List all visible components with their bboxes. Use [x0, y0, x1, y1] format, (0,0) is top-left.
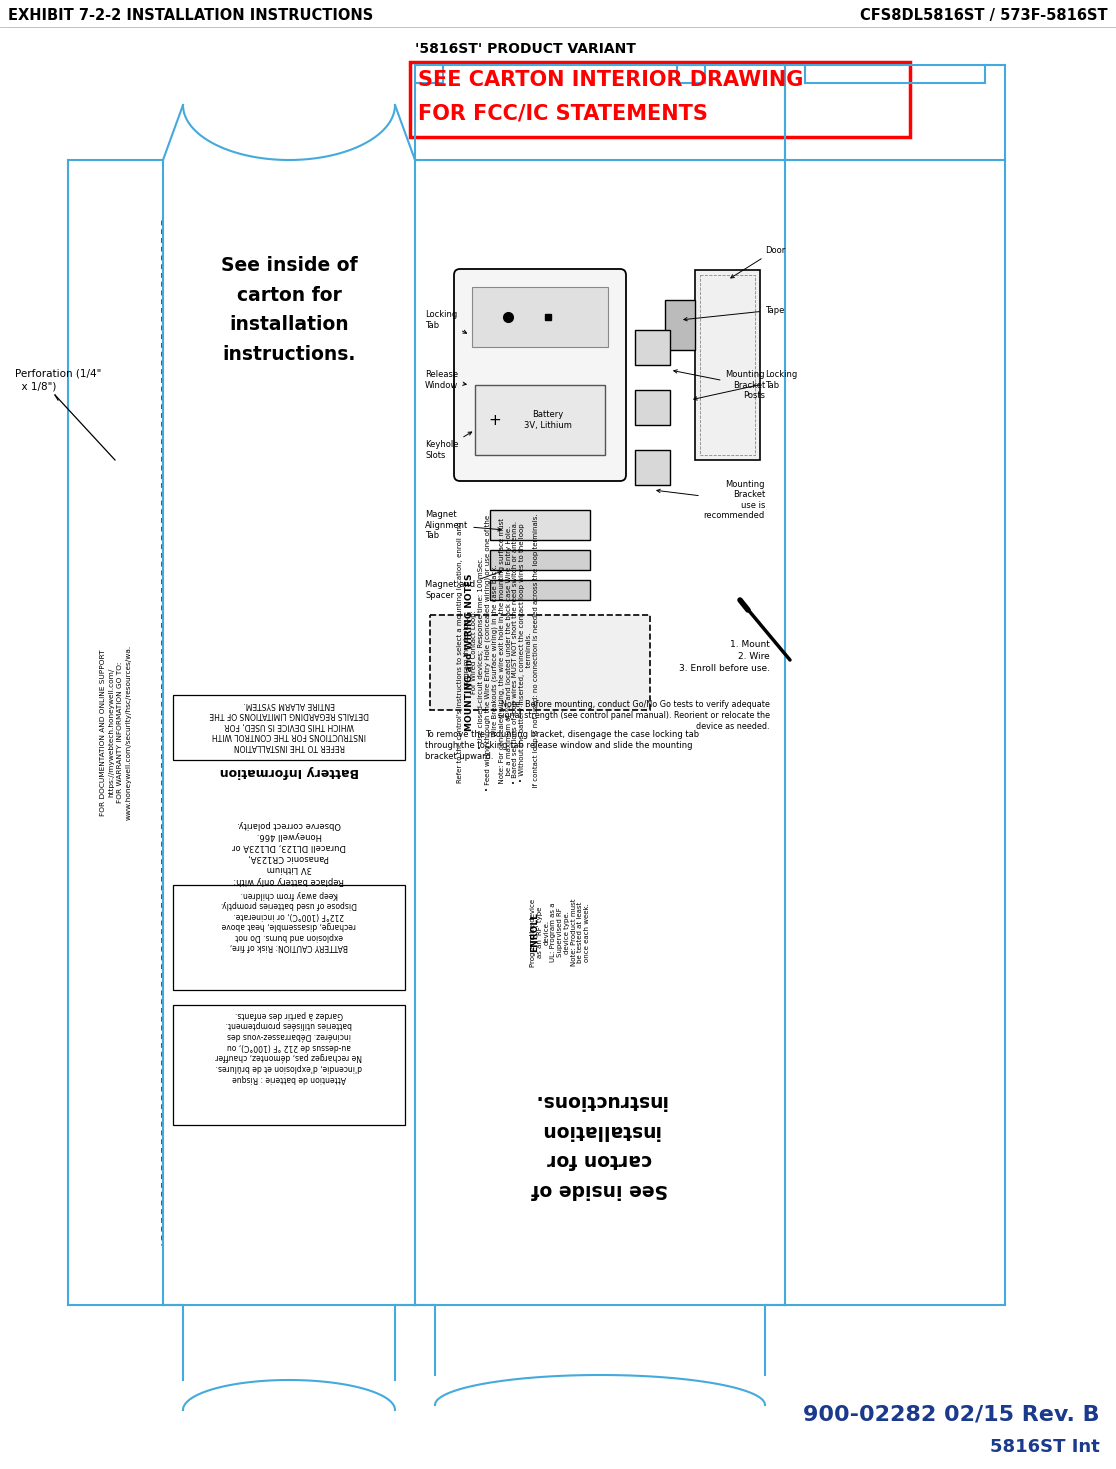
Text: Mounting
Bracket
use is
recommended: Mounting Bracket use is recommended [657, 480, 764, 520]
Text: To remove the mounting bracket, disengage the case locking tab
through the locki: To remove the mounting bracket, disengag… [425, 730, 699, 761]
Bar [430, 616, 650, 710]
Text: 900-02282 02/15 Rev. B: 900-02282 02/15 Rev. B [804, 1404, 1100, 1425]
Text: 5816ST Int: 5816ST Int [990, 1438, 1100, 1456]
Text: Program the device
as an 'RF' type
device.
UL: Program as a
Supervised RF
device: Program the device as an 'RF' type devic… [530, 899, 590, 967]
Bar [490, 510, 590, 541]
Text: EXHIBIT 7-2-2 INSTALLATION INSTRUCTIONS: EXHIBIT 7-2-2 INSTALLATION INSTRUCTIONS [8, 7, 373, 24]
Text: Attention de batterie : Risque
d'incendie, d'explosion et de brûlures.
Ne rechar: Attention de batterie : Risque d'incendi… [215, 1011, 363, 1083]
Text: Release
Window: Release Window [425, 370, 466, 389]
Text: Door: Door [731, 245, 786, 278]
FancyBboxPatch shape [454, 269, 626, 480]
Bar [490, 549, 590, 570]
Text: See inside of
carton for
installation
instructions.: See inside of carton for installation in… [531, 1091, 668, 1199]
Text: CFS8DL5816ST / 573F-5816ST: CFS8DL5816ST / 573F-5816ST [860, 7, 1108, 24]
Text: ENROLL: ENROLL [530, 912, 539, 952]
Text: Keyhole
Slots: Keyhole Slots [425, 432, 472, 460]
Bar [173, 1005, 405, 1125]
Bar [472, 286, 608, 347]
Text: MOUNTING and WIRING NOTES: MOUNTING and WIRING NOTES [465, 574, 474, 732]
Text: SEE CARTON INTERIOR DRAWING: SEE CARTON INTERIOR DRAWING [418, 71, 804, 90]
Text: +: + [488, 413, 501, 427]
Polygon shape [665, 300, 695, 350]
Bar [490, 580, 590, 599]
Text: Note: Before mounting, conduct Go/No Go tests to verify adequate
signal strength: Note: Before mounting, conduct Go/No Go … [498, 701, 770, 732]
Text: '5816ST' PRODUCT VARIANT: '5816ST' PRODUCT VARIANT [415, 43, 636, 56]
Text: 1. Mount
2. Wire
3. Enroll before use.: 1. Mount 2. Wire 3. Enroll before use. [679, 640, 770, 673]
Bar [410, 62, 910, 137]
Text: Perforation (1/4"
  x 1/8"): Perforation (1/4" x 1/8") [15, 369, 102, 392]
Text: FOR DOCUMENTATION AND ONLINE SUPPORT
https://mywebtech.honeywell.com/
FOR WARRAN: FOR DOCUMENTATION AND ONLINE SUPPORT htt… [99, 645, 132, 820]
Text: Tape: Tape [684, 306, 785, 320]
Text: Magnet
Alignment
Tab: Magnet Alignment Tab [425, 510, 501, 541]
Text: See inside of
carton for
installation
instructions.: See inside of carton for installation in… [221, 256, 357, 364]
Text: Replace battery only with:
3V Lithium
Panasonic CR123A,
Duracell DL123, DL123A o: Replace battery only with: 3V Lithium Pa… [232, 820, 346, 884]
Bar [635, 389, 670, 425]
Bar [635, 331, 670, 364]
Text: REFER TO THE INSTALLATION
INSTRUCTIONS FOR THE CONTROL WITH
WHICH THIS DEVICE IS: REFER TO THE INSTALLATION INSTRUCTIONS F… [209, 701, 368, 751]
Text: Locking
Tab: Locking Tab [694, 370, 797, 400]
Text: FOR FCC/IC STATEMENTS: FOR FCC/IC STATEMENTS [418, 103, 708, 123]
Bar [700, 275, 756, 455]
Bar [173, 695, 405, 759]
Text: Magnet and
Spacer: Magnet and Spacer [425, 571, 501, 599]
Text: BATTERY CAUTION: Risk of fire,
explosion and burns. Do not
recharge, disassemble: BATTERY CAUTION: Risk of fire, explosion… [221, 890, 357, 950]
Bar [475, 385, 605, 455]
Bar [173, 884, 405, 990]
Text: Locking
Tab: Locking Tab [425, 310, 466, 333]
Text: Refer to the control's instructions to select a mounting location, enroll and
pr: Refer to the control's instructions to s… [458, 513, 539, 792]
Bar [635, 450, 670, 485]
Bar [695, 270, 760, 460]
Text: Battery Information: Battery Information [220, 765, 358, 779]
Text: Battery
3V, Lithium: Battery 3V, Lithium [525, 410, 571, 430]
Text: Mounting
Bracket
Posts: Mounting Bracket Posts [674, 370, 764, 400]
